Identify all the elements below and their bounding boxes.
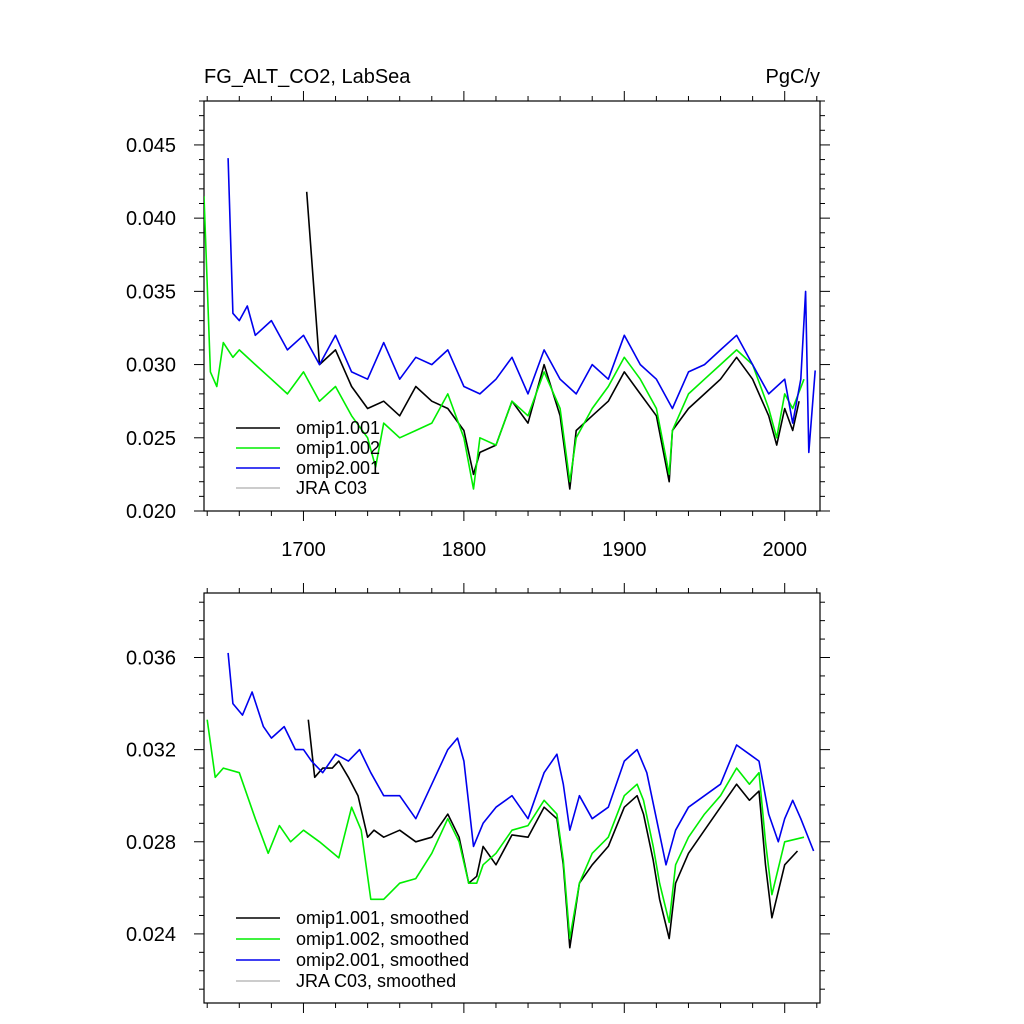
x-tick-label: 1800 (442, 539, 487, 561)
units-label: PgC/y (766, 66, 820, 88)
y-tick-label: 0.035 (126, 281, 176, 303)
series-line-omip1-001 (305, 191, 800, 490)
y-tick-label: 0.024 (126, 924, 176, 946)
legend-label: JRA C03, smoothed (296, 971, 456, 991)
legend-label: JRA C03 (296, 478, 367, 498)
top-panel: FG_ALT_CO2, LabSea PgC/y 1700 1800 1900 200… (126, 66, 830, 561)
y-tick-label: 0.028 (126, 832, 176, 854)
legend-label: omip2.001 (296, 458, 380, 478)
series-line-omip2-001 (227, 158, 816, 454)
legend-label: omip2.001, smoothed (296, 950, 469, 970)
y-tick-label: 0.040 (126, 208, 176, 230)
series-line-omip1-002 (204, 196, 805, 490)
top-plot-area: 1700 1800 1900 2000 0.020 0.025 0.030 0.035 0.04… (126, 91, 830, 561)
legend-label: omip1.001 (296, 418, 380, 438)
y-tick-label: 0.036 (126, 647, 176, 669)
chart-title: FG_ALT_CO2, LabSea (204, 66, 411, 88)
legend-label: omip1.001, smoothed (296, 908, 469, 928)
y-tick-label: 0.032 (126, 740, 176, 762)
legend-label: omip1.002 (296, 438, 380, 458)
plot-frame (203, 592, 821, 1004)
y-tick-label: 0.020 (126, 501, 176, 523)
series-line-omip1-002-smoothed (206, 719, 805, 940)
y-tick-label: 0.030 (126, 355, 176, 377)
x-tick-label: 2000 (762, 539, 807, 561)
x-tick-label: 1900 (602, 539, 647, 561)
y-tick-label: 0.045 (126, 135, 176, 157)
y-tick-label: 0.025 (126, 428, 176, 450)
series-line-omip2-001-smoothed (227, 652, 815, 866)
legend-label: omip1.002, smoothed (296, 929, 469, 949)
x-tick-label: 1700 (281, 539, 326, 561)
